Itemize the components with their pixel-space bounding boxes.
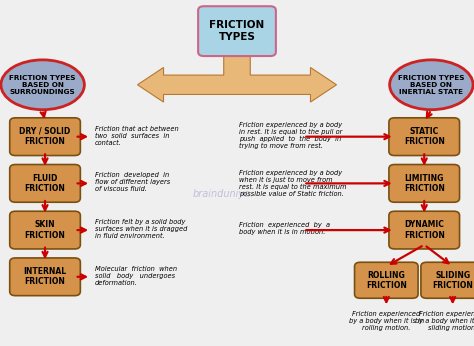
FancyBboxPatch shape bbox=[9, 118, 80, 156]
Text: FRICTION
TYPES: FRICTION TYPES bbox=[210, 20, 264, 42]
Text: SKIN
FRICTION: SKIN FRICTION bbox=[25, 220, 65, 240]
FancyBboxPatch shape bbox=[389, 165, 459, 202]
FancyBboxPatch shape bbox=[389, 211, 459, 249]
FancyBboxPatch shape bbox=[355, 262, 418, 298]
Text: Friction  developed  in
flow of different layers
of viscous fluid.: Friction developed in flow of different … bbox=[95, 172, 170, 192]
FancyBboxPatch shape bbox=[9, 165, 80, 202]
Text: STATIC
FRICTION: STATIC FRICTION bbox=[404, 127, 445, 146]
Text: ROLLING
FRICTION: ROLLING FRICTION bbox=[366, 271, 407, 290]
Text: Friction experienced by a body
in rest. It is equal to the pull or
push  applied: Friction experienced by a body in rest. … bbox=[239, 122, 343, 149]
Polygon shape bbox=[137, 50, 337, 102]
Text: FRICTION TYPES
BASED ON
INERTIAL STATE: FRICTION TYPES BASED ON INERTIAL STATE bbox=[398, 75, 465, 95]
FancyBboxPatch shape bbox=[9, 258, 80, 295]
FancyBboxPatch shape bbox=[198, 6, 276, 56]
Text: Friction experienced
by a body when it is in
sliding motion.: Friction experienced by a body when it i… bbox=[415, 311, 474, 331]
Text: Molecular  friction  when
solid   body   undergoes
deformation.: Molecular friction when solid body under… bbox=[95, 266, 177, 286]
Text: DYNAMIC
FRICTION: DYNAMIC FRICTION bbox=[404, 220, 445, 240]
FancyBboxPatch shape bbox=[421, 262, 474, 298]
Ellipse shape bbox=[390, 60, 473, 110]
Ellipse shape bbox=[1, 60, 84, 110]
FancyBboxPatch shape bbox=[389, 118, 459, 156]
Text: INTERNAL
FRICTION: INTERNAL FRICTION bbox=[24, 267, 66, 286]
Text: DRY / SOLID
FRICTION: DRY / SOLID FRICTION bbox=[19, 127, 71, 146]
Text: Friction that act between
two  solid  surfaces  in
contact.: Friction that act between two solid surf… bbox=[95, 126, 179, 146]
Text: LIMITING
FRICTION: LIMITING FRICTION bbox=[404, 174, 445, 193]
Text: Friction experienced by a body
when it is just to move from
rest. It is equal to: Friction experienced by a body when it i… bbox=[239, 170, 347, 197]
FancyBboxPatch shape bbox=[9, 211, 80, 249]
Text: Friction  experienced  by  a
body when it is in motion.: Friction experienced by a body when it i… bbox=[239, 222, 330, 235]
Text: Friction felt by a solid body
surfaces when it is dragged
in fluid environment.: Friction felt by a solid body surfaces w… bbox=[95, 219, 187, 239]
Text: FRICTION TYPES
BASED ON
SURROUNDINGS: FRICTION TYPES BASED ON SURROUNDINGS bbox=[9, 75, 76, 95]
Text: Friction experienced
by a body when it is in
rolling motion.: Friction experienced by a body when it i… bbox=[349, 311, 424, 331]
Text: FLUID
FRICTION: FLUID FRICTION bbox=[25, 174, 65, 193]
Text: brainduniya.: brainduniya. bbox=[192, 189, 254, 199]
Text: SLIDING
FRICTION: SLIDING FRICTION bbox=[432, 271, 473, 290]
